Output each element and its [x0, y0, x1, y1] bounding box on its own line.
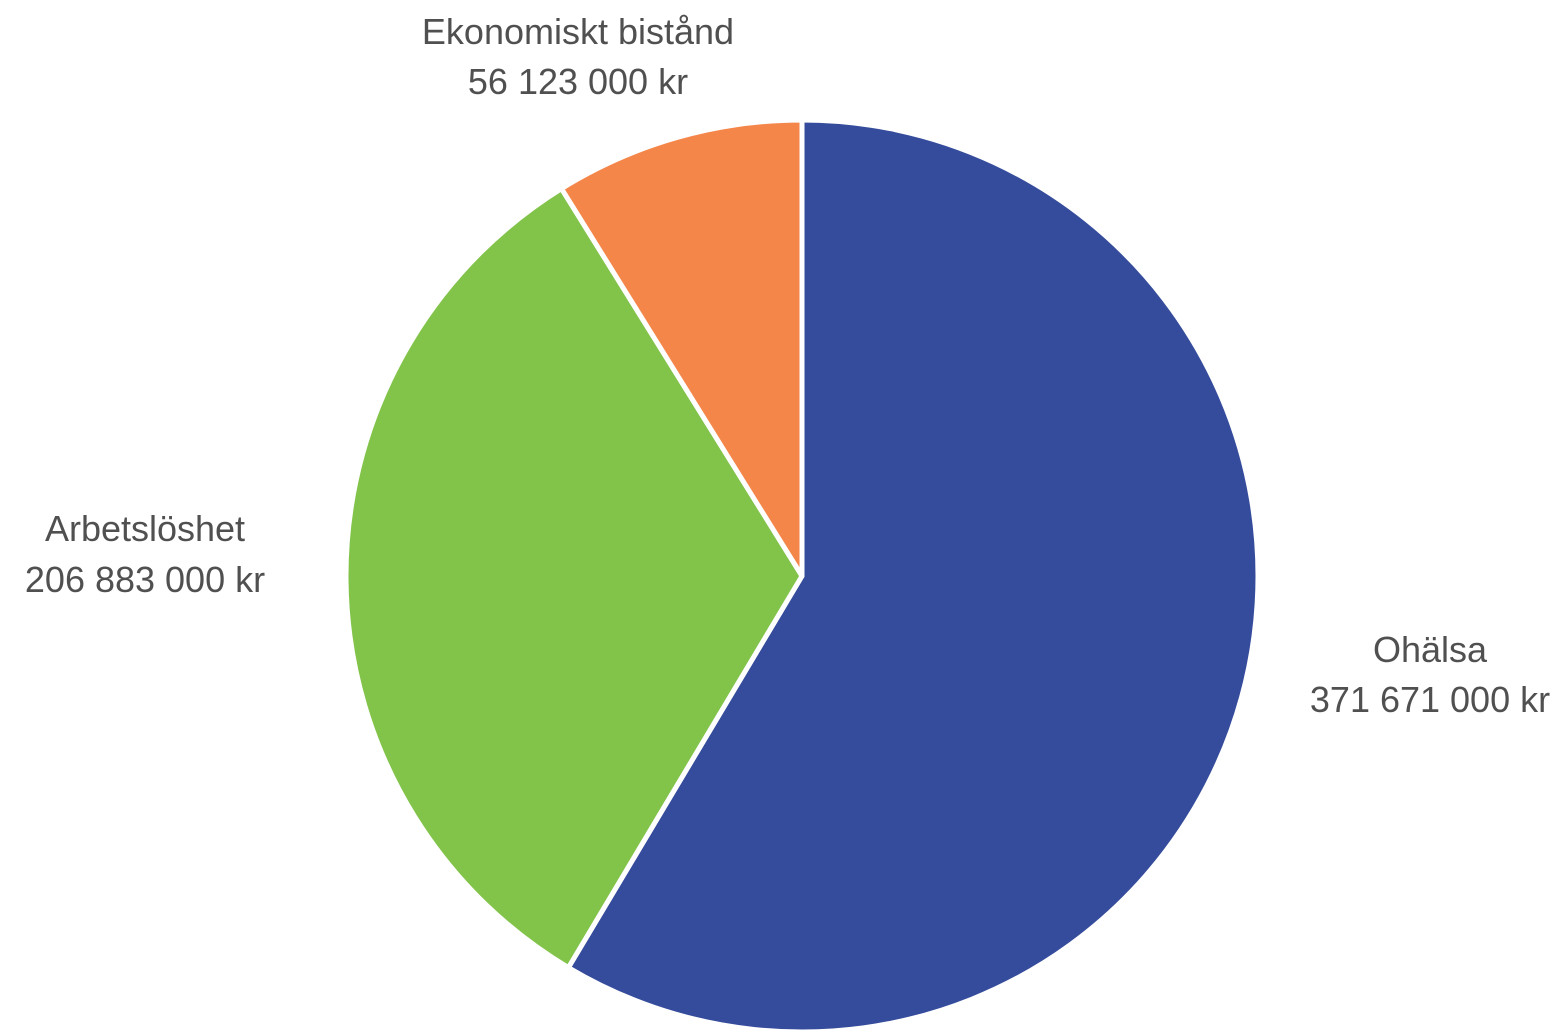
slice-category-label: Ekonomiskt bistånd [422, 11, 734, 52]
slice-value-label: 371 671 000 kr [1310, 679, 1550, 720]
pie-slices [343, 117, 1261, 1030]
slice-category-label: Ohälsa [1373, 629, 1488, 670]
pie-slice-arbetslöshet [343, 186, 805, 971]
slice-value-label: 56 123 000 kr [468, 61, 688, 102]
pie-slice-ekonomiskt-bistånd [558, 117, 805, 579]
pie-slice-ohälsa [565, 117, 1261, 1030]
pie-labels: Ohälsa 371 671 000 kr Arbetslöshet 206 883 … [25, 11, 1550, 720]
slice-category-label: Arbetslöshet [45, 508, 245, 549]
slice-value-label: 206 883 000 kr [25, 559, 265, 600]
